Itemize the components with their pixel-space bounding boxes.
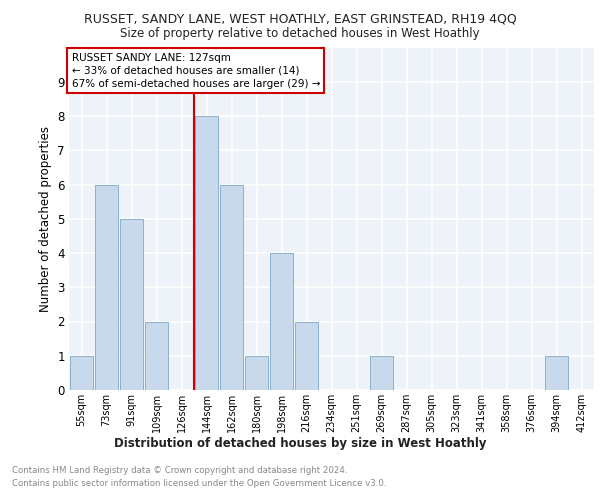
Bar <box>95 184 118 390</box>
Bar <box>195 116 218 390</box>
Text: Contains HM Land Registry data © Crown copyright and database right 2024.: Contains HM Land Registry data © Crown c… <box>12 466 347 475</box>
Bar <box>220 184 243 390</box>
Text: Distribution of detached houses by size in West Hoathly: Distribution of detached houses by size … <box>114 438 486 450</box>
Text: RUSSET, SANDY LANE, WEST HOATHLY, EAST GRINSTEAD, RH19 4QQ: RUSSET, SANDY LANE, WEST HOATHLY, EAST G… <box>83 12 517 26</box>
Bar <box>70 356 93 390</box>
Text: Size of property relative to detached houses in West Hoathly: Size of property relative to detached ho… <box>120 28 480 40</box>
Text: Contains public sector information licensed under the Open Government Licence v3: Contains public sector information licen… <box>12 479 386 488</box>
Bar <box>545 356 568 390</box>
Bar <box>120 219 143 390</box>
Bar <box>245 356 268 390</box>
Y-axis label: Number of detached properties: Number of detached properties <box>39 126 52 312</box>
Text: RUSSET SANDY LANE: 127sqm
← 33% of detached houses are smaller (14)
67% of semi-: RUSSET SANDY LANE: 127sqm ← 33% of detac… <box>71 52 320 89</box>
Bar <box>270 253 293 390</box>
Bar <box>295 322 318 390</box>
Bar <box>145 322 168 390</box>
Bar <box>370 356 393 390</box>
